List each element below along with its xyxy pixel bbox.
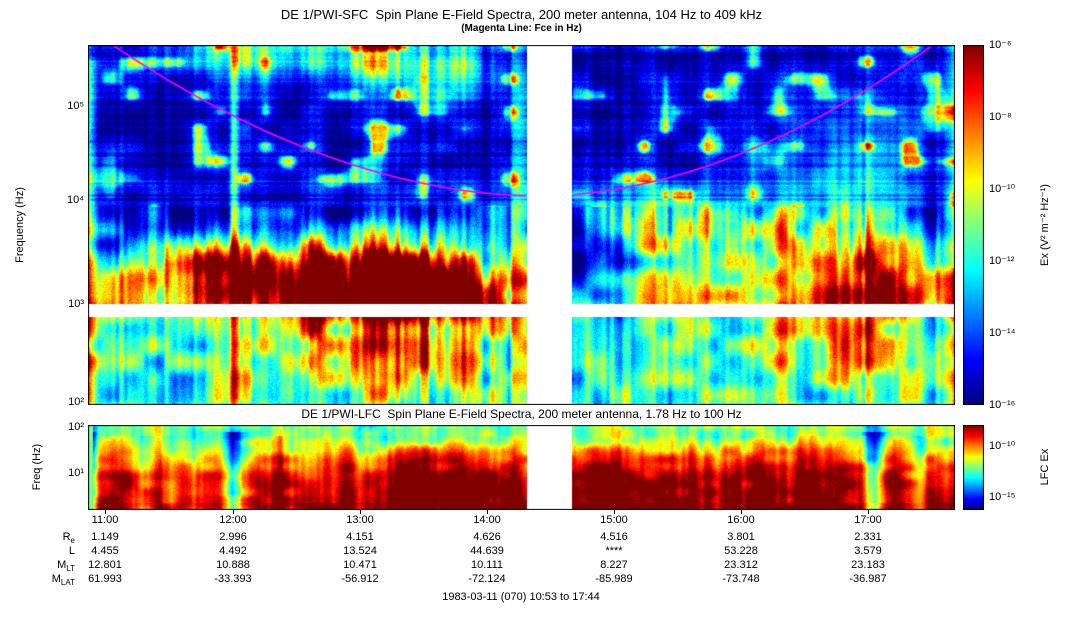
eph-value: 4.626 [473, 531, 501, 543]
time-label: 16:00 [727, 514, 755, 526]
sfc-y-axis-title: Frequency (Hz) [14, 187, 26, 263]
eph-value: 10.471 [343, 559, 377, 571]
time-label: 15:00 [600, 514, 628, 526]
eph-label-sub: e [70, 536, 75, 546]
sfc-colorbar [963, 45, 984, 405]
eph-value: -85.989 [595, 573, 633, 585]
time-tickmark [360, 510, 361, 514]
sfc-ytick-1e2: 10² [68, 396, 84, 408]
lfc-title: DE 1/PWI-LFC Spin Plane E-Field Spectra,… [301, 407, 742, 421]
eph-label-base: M [57, 559, 67, 571]
sfc-ytick-1e5: 10⁵ [67, 100, 84, 112]
eph-value: 44.639 [470, 545, 504, 557]
time-label: 12:00 [219, 514, 247, 526]
eph-value: 4.516 [600, 531, 628, 543]
eph-value: 23.183 [851, 559, 885, 571]
eph-label-mlt: MLT [26, 559, 75, 573]
sfc-cbar-tick-1e-12: 10⁻¹² [989, 255, 1015, 267]
time-label: 17:00 [854, 514, 882, 526]
time-tickmark [868, 510, 869, 514]
lfc-colorbar [963, 425, 984, 510]
sfc-subtitle: (Magenta Line: Fce in Hz) [461, 23, 582, 34]
eph-value: 53.228 [724, 545, 758, 557]
lfc-colorbar-title: LFC Ex [1039, 448, 1051, 486]
eph-value: 4.492 [219, 545, 247, 557]
sfc-cbar-tick-1e-10: 10⁻¹⁰ [989, 183, 1016, 195]
figure-caption: 1983-03-11 (070) 10:53 to 17:44 [442, 591, 600, 603]
eph-value: 10.111 [470, 559, 503, 571]
eph-value: -56.912 [341, 573, 379, 585]
sfc-ytick-1e4: 10⁴ [67, 194, 84, 206]
eph-label-re: Re [26, 531, 75, 545]
sfc-cbar-tick-1e-8: 10⁻⁸ [989, 111, 1012, 123]
sfc-cbar-tick-1e-6: 10⁻⁶ [989, 39, 1012, 51]
eph-label-base: L [68, 545, 75, 557]
eph-value: 61.993 [88, 573, 122, 585]
eph-value: 10.888 [216, 559, 250, 571]
eph-value: 12.801 [88, 559, 122, 571]
eph-value: 1.149 [91, 531, 119, 543]
eph-label-mlat: MLAT [26, 573, 75, 587]
eph-value: 4.455 [91, 545, 119, 557]
eph-value: -36.987 [849, 573, 887, 585]
sfc-cbar-tick-1e-16: 10⁻¹⁶ [989, 399, 1016, 411]
sfc-spectrogram [88, 45, 955, 405]
eph-value: 4.151 [346, 531, 374, 543]
time-tickmark [614, 510, 615, 514]
eph-label-l: L [26, 545, 75, 559]
eph-label-sub: LAT [60, 578, 75, 588]
eph-value: -33.393 [214, 573, 252, 585]
eph-value: **** [605, 545, 623, 557]
eph-label-base: R [62, 531, 71, 543]
sfc-colorbar-title: Ex (V² m⁻² Hz⁻¹) [1039, 184, 1051, 266]
lfc-cbar-tick-1e-10: 10⁻¹⁰ [989, 440, 1016, 452]
eph-value: 3.579 [854, 545, 882, 557]
sfc-ytick-1e3: 10³ [68, 298, 84, 310]
eph-value: -73.748 [722, 573, 760, 585]
time-tickmark [233, 510, 234, 514]
eph-label-sub: LT [66, 564, 75, 574]
sfc-cbar-tick-1e-14: 10⁻¹⁴ [989, 327, 1016, 339]
lfc-spectrogram [88, 425, 955, 510]
lfc-cbar-tick-1e-15: 10⁻¹⁵ [989, 491, 1016, 503]
lfc-ytick-1e1: 10¹ [68, 467, 84, 479]
eph-value: 2.331 [854, 531, 882, 543]
time-label: 11:00 [91, 514, 119, 526]
eph-value: 13.524 [343, 545, 377, 557]
time-tickmark [741, 510, 742, 514]
eph-value: 8.227 [600, 559, 628, 571]
eph-value: 23.312 [724, 559, 758, 571]
eph-value: 2.996 [219, 531, 247, 543]
time-label: 13:00 [346, 514, 374, 526]
eph-value: 3.801 [727, 531, 755, 543]
eph-label-base: M [51, 573, 61, 585]
time-tickmark [487, 510, 488, 514]
time-label: 14:00 [473, 514, 501, 526]
time-tickmark [105, 510, 106, 514]
eph-value: -72.124 [468, 573, 506, 585]
lfc-ytick-1e2: 10² [68, 421, 84, 433]
sfc-title: DE 1/PWI-SFC Spin Plane E-Field Spectra,… [280, 7, 763, 22]
